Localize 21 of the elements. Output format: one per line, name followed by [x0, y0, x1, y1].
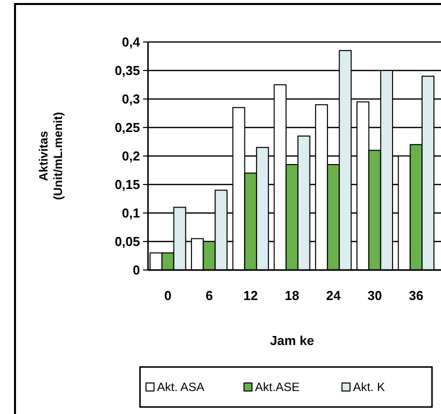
- x-axis-title: Jam ke: [270, 333, 314, 348]
- x-tick-label: 18: [284, 288, 300, 303]
- x-tick-label: 24: [326, 288, 342, 303]
- y-tick-label: 0,05: [114, 234, 140, 250]
- y-tick-label: 0,25: [114, 120, 140, 136]
- y-tick-label: 0,4: [122, 34, 141, 50]
- y-tick-label: 0,2: [122, 148, 140, 164]
- y-tick-label: 0,15: [114, 177, 140, 192]
- y-tick-label: 0: [132, 262, 140, 278]
- y-axis-title: Aktivitas (Unit/mL.menit): [36, 112, 65, 200]
- y-tick-label: 0,1: [122, 206, 140, 221]
- x-tick-label: 0: [164, 288, 172, 303]
- y-tick-label: 0,3: [122, 92, 140, 107]
- x-tick-label: 36: [408, 288, 424, 303]
- legend-label: Akt. ASA: [157, 380, 204, 394]
- x-tick-label: 12: [243, 288, 258, 303]
- x-tick-label: 6: [206, 288, 213, 303]
- legend-label: Akt. K: [353, 380, 386, 394]
- x-tick-label: 30: [368, 288, 382, 303]
- legend-label: Akt.ASE: [255, 380, 300, 394]
- y-tick-label: 0,35: [114, 63, 140, 78]
